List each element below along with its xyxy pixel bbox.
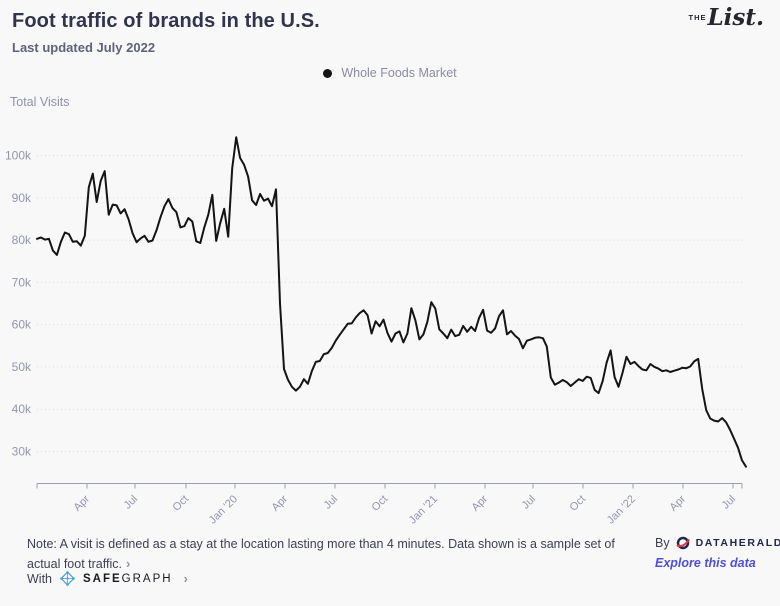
last-updated-label: Last updated July 2022 [12, 40, 156, 55]
y-tick-label: 50k [12, 360, 32, 374]
safegraph-attribution-link[interactable]: With SAFEGRAPH › [27, 570, 188, 587]
footnote-more-chevron-icon[interactable]: › [125, 556, 131, 571]
the-list-logo-the: THE [688, 13, 707, 22]
footnote-line1: Note: A visit is defined as a stay at th… [27, 537, 615, 551]
y-tick-label: 80k [12, 233, 32, 247]
y-tick-label: 70k [12, 275, 32, 289]
safegraph-logo-icon [60, 571, 75, 586]
y-tick-label: 60k [12, 318, 32, 332]
x-tick-label: Jan '22 [605, 493, 638, 525]
y-tick-label: 40k [12, 402, 32, 416]
the-list-logo[interactable]: THE List. [689, 6, 765, 29]
x-tick-label: Jul [322, 493, 340, 511]
dataherald-logo-icon [675, 536, 690, 550]
attribution-column: By DATAHERALD Explore this data [655, 536, 780, 572]
x-tick-label: Jul [122, 493, 140, 511]
legend[interactable]: Whole Foods Market [0, 66, 780, 80]
footnote: Note: A visit is defined as a stay at th… [27, 534, 627, 574]
y-tick-label: 30k [12, 445, 32, 459]
x-tick-label: Oct [171, 493, 192, 514]
x-tick-label: Jul [520, 493, 538, 511]
x-tick-label: Apr [668, 493, 689, 514]
legend-series-label: Whole Foods Market [341, 66, 457, 80]
legend-marker-icon [323, 68, 333, 78]
x-tick-label: Oct [568, 493, 589, 514]
safegraph-wordmark: SAFEGRAPH [83, 572, 173, 585]
y-axis-title: Total Visits [10, 95, 70, 109]
x-tick-label: Apr [72, 493, 93, 514]
x-tick-label: Jan '21 [407, 493, 440, 525]
explore-data-link[interactable]: Explore this data [655, 556, 756, 570]
x-tick-label: Apr [270, 493, 291, 514]
line-chart: 100k 90k 80k 70k 60k 50k 40k 30k Apr Jul Oct Jan '2… [5, 136, 747, 525]
page-title: Foot traffic of brands in the U.S. [12, 10, 320, 32]
x-tick-label: Oct [370, 493, 391, 514]
dataherald-attribution-link[interactable]: By DATAHERALD [655, 536, 780, 550]
dataherald-wordmark: DATAHERALD [695, 537, 780, 549]
y-tick-label: 90k [12, 191, 32, 205]
x-tick-label: Apr [470, 493, 491, 514]
x-tick-label: Jan '20 [207, 493, 240, 525]
safegraph-chevron-icon: › [183, 571, 188, 586]
whole-foods-series-line [36, 136, 747, 468]
by-label: By [655, 536, 670, 550]
the-list-logo-list: List. [707, 4, 765, 31]
with-label: With [27, 571, 52, 586]
x-tick-label: Jul [720, 493, 738, 511]
y-tick-label: 100k [5, 149, 32, 163]
footnote-line2: actual foot traffic. [27, 557, 122, 571]
header: Foot traffic of brands in the U.S. Last … [12, 10, 320, 55]
